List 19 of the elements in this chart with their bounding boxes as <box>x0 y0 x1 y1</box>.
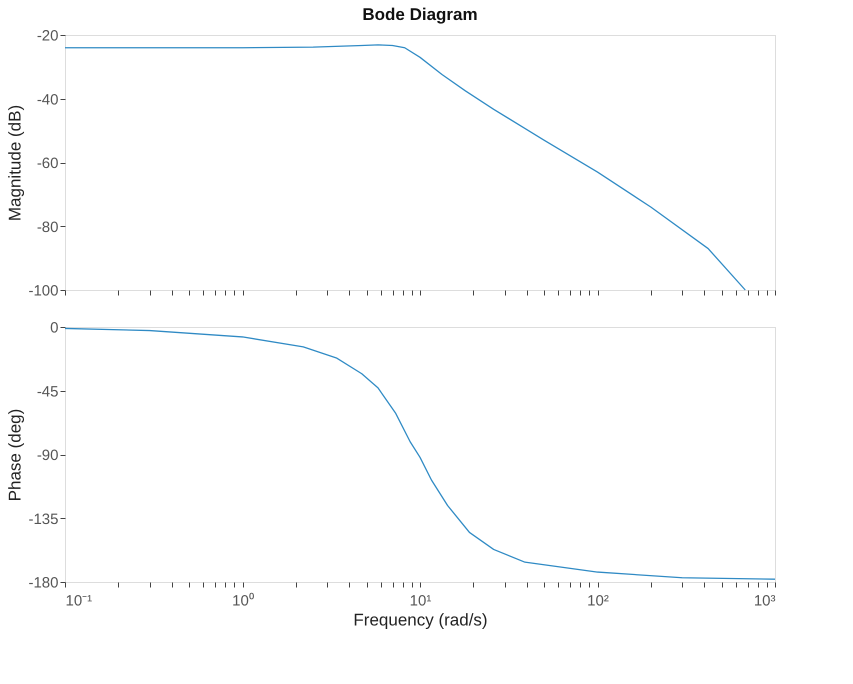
x-axis-title: Frequency (rad/s) <box>353 610 488 630</box>
x-tick-label: 10³ <box>754 592 776 610</box>
chart-title: Bode Diagram <box>362 5 478 24</box>
y-tick-label: -80 <box>36 218 58 236</box>
y-tick-label: -180 <box>28 574 58 592</box>
y-tick-label: -45 <box>36 383 58 400</box>
y-tick-label: -135 <box>28 510 58 528</box>
x-tick-label: 10¹ <box>410 592 432 610</box>
y-tick-label: -20 <box>36 28 58 44</box>
x-tick-label: 10⁻¹ <box>66 592 92 610</box>
y-tick-label: -100 <box>28 282 58 300</box>
y-axis-title: Magnitude (dB) <box>5 104 24 222</box>
x-tick-label: 10⁰ <box>232 592 254 610</box>
x-tick-label: 10² <box>587 592 609 610</box>
y-tick-label: -90 <box>36 447 58 464</box>
y-tick-label: -40 <box>36 91 58 108</box>
y-tick-label: -60 <box>36 155 58 172</box>
y-axis-title: Phase (deg) <box>5 408 24 502</box>
y-tick-label: 0 <box>50 320 58 336</box>
